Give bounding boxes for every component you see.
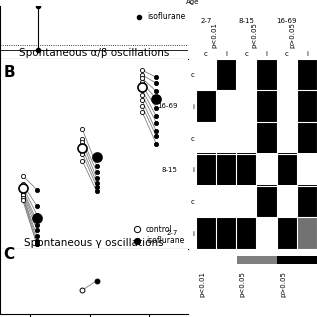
Text: Age: Age <box>186 0 199 5</box>
Title: Spontaneous α/β oscillations: Spontaneous α/β oscillations <box>19 48 169 58</box>
Text: B: B <box>3 65 15 80</box>
Title: Spontaneous γ oscillations: Spontaneous γ oscillations <box>24 238 164 249</box>
Text: p>0.05: p>0.05 <box>290 22 296 48</box>
Text: 8-15: 8-15 <box>238 18 254 24</box>
X-axis label: Age (days): Age (days) <box>70 79 118 88</box>
Text: 8-15: 8-15 <box>162 167 178 173</box>
Text: p<0.01: p<0.01 <box>211 22 217 48</box>
Text: p>0.05: p>0.05 <box>280 271 286 297</box>
Legend: control, isoflurane: control, isoflurane <box>129 225 184 245</box>
Text: isoflurane: isoflurane <box>147 12 185 21</box>
Text: p<0.05: p<0.05 <box>240 271 246 297</box>
Text: 16-69: 16-69 <box>157 103 178 109</box>
Text: 16-69: 16-69 <box>276 18 297 24</box>
X-axis label: Age (days): Age (days) <box>70 269 118 278</box>
Text: C: C <box>3 247 14 262</box>
Text: 2-7: 2-7 <box>166 230 178 236</box>
Text: 2-7: 2-7 <box>200 18 211 24</box>
Text: p<0.05: p<0.05 <box>251 22 257 48</box>
Text: p<0.01: p<0.01 <box>199 271 205 297</box>
